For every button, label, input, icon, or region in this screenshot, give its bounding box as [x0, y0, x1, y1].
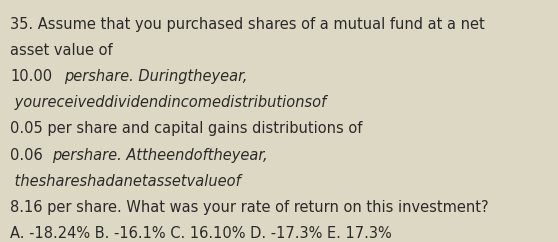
Text: youreceiveddividendincomedistributionsof: youreceiveddividendincomedistributionsof	[10, 95, 326, 110]
Text: 10.00: 10.00	[10, 69, 52, 84]
Text: pershare. Duringtheyear,: pershare. Duringtheyear,	[64, 69, 248, 84]
Text: 35. Assume that you purchased shares of a mutual fund at a net: 35. Assume that you purchased shares of …	[10, 17, 485, 32]
Text: 0.05 per share and capital gains distributions of: 0.05 per share and capital gains distrib…	[10, 121, 362, 136]
Text: 0.06: 0.06	[10, 148, 43, 163]
Text: A. -18.24% B. -16.1% C. 16.10% D. -17.3% E. 17.3%: A. -18.24% B. -16.1% C. 16.10% D. -17.3%…	[10, 226, 392, 241]
Text: theshareshadanetassetvalueof: theshareshadanetassetvalueof	[10, 174, 241, 189]
Text: pershare. Attheendoftheyear,: pershare. Attheendoftheyear,	[52, 148, 268, 163]
Text: asset value of: asset value of	[10, 43, 113, 58]
Text: 8.16 per share. What was your rate of return on this investment?: 8.16 per share. What was your rate of re…	[10, 200, 489, 215]
